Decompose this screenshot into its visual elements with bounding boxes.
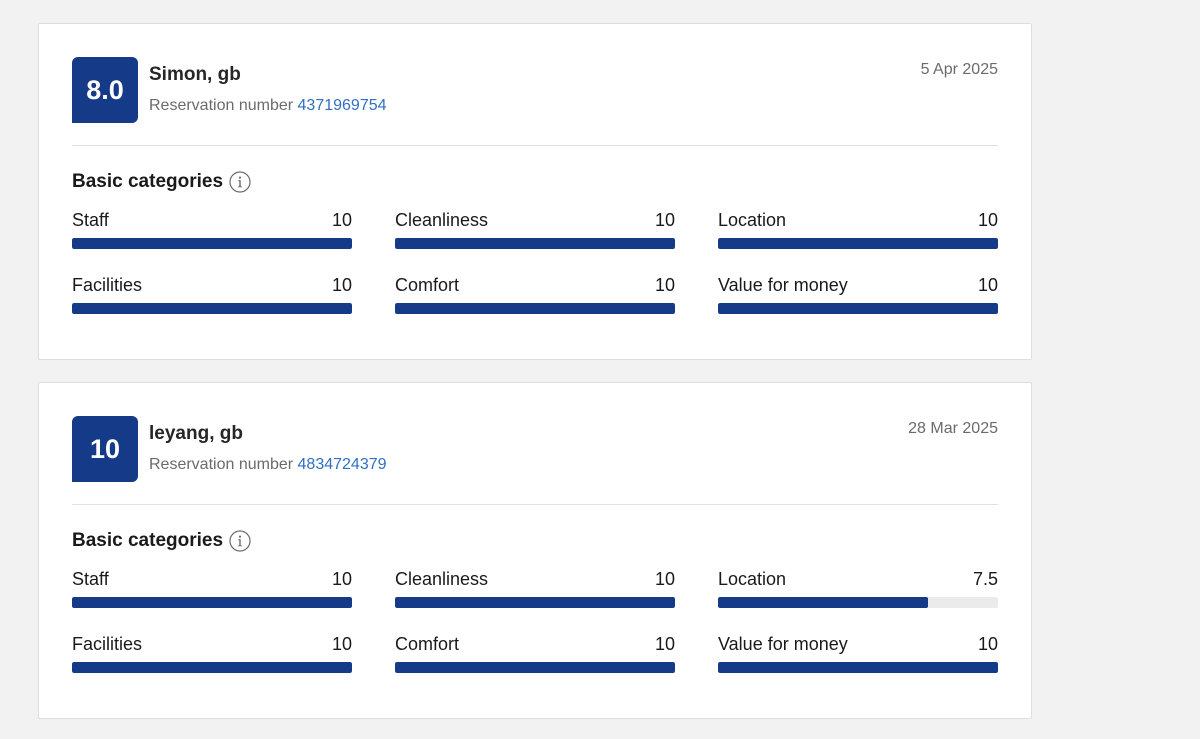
reservation-number-link[interactable]: 4834724379 [297,456,387,473]
category-score: 10 [331,210,352,230]
category-label: Location [718,210,787,230]
category-score: 10 [654,210,675,230]
category-bar-fill [395,303,675,314]
category-bar-fill [72,597,352,608]
category-cleanliness: Cleanliness 10 [395,569,675,609]
review-date: 5 Apr 2025 [920,61,998,78]
category-bar-fill [718,662,998,673]
category-facilities: Facilities 10 [72,275,352,315]
category-bar-fill [72,238,352,249]
reservation-label: Reservation number [149,456,294,473]
category-label: Comfort [395,634,460,654]
category-value-for-money: Value for money 10 [718,634,998,674]
category-bar-track [718,597,998,608]
category-bar-track [395,597,675,608]
reviewer-name: Simon, gb [149,64,241,85]
category-score: 10 [977,210,998,230]
divider [72,145,998,146]
category-label: Cleanliness [395,569,489,589]
category-bar-track [395,662,675,673]
category-label: Location [718,569,787,589]
category-label: Staff [72,569,109,589]
category-bar-track [718,303,998,314]
category-bar-fill [395,662,675,673]
category-bar-track [72,662,352,673]
info-icon[interactable] [229,171,251,193]
review-date: 28 Mar 2025 [908,420,998,437]
category-facilities: Facilities 10 [72,634,352,674]
category-score: 10 [331,634,352,654]
category-label: Value for money [718,634,848,654]
category-value-for-money: Value for money 10 [718,275,998,315]
category-label: Staff [72,210,109,230]
category-bar-fill [395,597,675,608]
category-score: 10 [654,569,675,589]
review-card: 8.0 Simon, gb Reservation number 4371969… [38,23,1032,360]
reservation-line: Reservation number 4834724379 [149,456,387,474]
category-score: 10 [977,275,998,295]
divider [72,504,998,505]
category-bar-track [72,303,352,314]
review-score-badge: 10 [72,416,138,482]
category-bar-fill [395,238,675,249]
category-bar-track [718,662,998,673]
review-score-badge: 8.0 [72,57,138,123]
category-label: Cleanliness [395,210,489,230]
category-score: 10 [654,275,675,295]
category-score: 7.5 [972,569,998,589]
category-bar-fill [72,662,352,673]
category-label: Value for money [718,275,848,295]
reviewer-name: leyang, gb [149,423,243,444]
category-bar-track [72,238,352,249]
category-bar-fill [72,303,352,314]
categories-heading: Basic categories [72,530,251,552]
category-staff: Staff 10 [72,569,352,609]
category-bar-track [395,238,675,249]
categories-heading-label: Basic categories [72,530,224,551]
category-label: Facilities [72,275,143,295]
category-bar-fill [718,303,998,314]
reservation-label: Reservation number [149,97,294,114]
category-score: 10 [654,634,675,654]
category-location: Location 7.5 [718,569,998,609]
category-comfort: Comfort 10 [395,634,675,674]
category-bar-fill [718,238,998,249]
category-label: Facilities [72,634,143,654]
category-cleanliness: Cleanliness 10 [395,210,675,250]
info-icon[interactable] [229,530,251,552]
category-bar-track [395,303,675,314]
category-staff: Staff 10 [72,210,352,250]
category-location: Location 10 [718,210,998,250]
reservation-line: Reservation number 4371969754 [149,97,387,115]
category-label: Comfort [395,275,460,295]
category-bar-fill [718,597,928,608]
reservation-number-link[interactable]: 4371969754 [297,97,387,114]
category-score: 10 [977,634,998,654]
category-comfort: Comfort 10 [395,275,675,315]
categories-heading-label: Basic categories [72,171,224,192]
category-bar-track [72,597,352,608]
category-bar-track [718,238,998,249]
categories-heading: Basic categories [72,171,251,193]
category-score: 10 [331,275,352,295]
review-card: 10 leyang, gb Reservation number 4834724… [38,382,1032,719]
category-score: 10 [331,569,352,589]
